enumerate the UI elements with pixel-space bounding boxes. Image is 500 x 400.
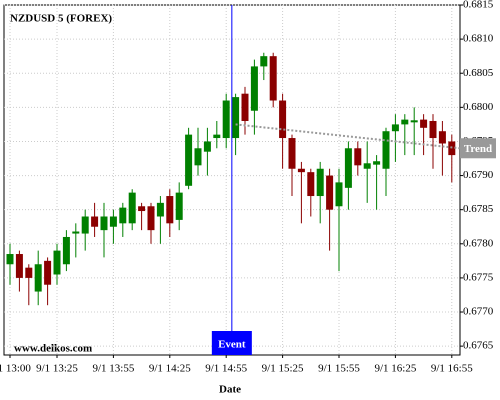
y-tick-label: 0.6765 <box>463 340 494 352</box>
candle-body <box>297 168 305 173</box>
x-tick-label: 9/1 16:55 <box>431 363 473 375</box>
candle-body <box>100 216 108 231</box>
candle-body <box>429 120 437 139</box>
candle-body <box>241 93 249 121</box>
candle-body <box>109 216 117 227</box>
candle-body <box>15 254 23 278</box>
candle-body <box>344 148 352 188</box>
candle-body <box>410 120 418 123</box>
watermark: www.delkos.com <box>14 343 92 355</box>
candle-body <box>382 131 390 169</box>
candle-body <box>72 231 80 234</box>
candle-body <box>222 100 230 139</box>
candle-body <box>203 141 211 152</box>
event-label: Event <box>218 339 246 351</box>
candle-body <box>354 148 362 166</box>
x-tick-label: 9/1 13:25 <box>36 363 78 375</box>
candle-body <box>34 264 42 292</box>
chart-title: NZDUSD 5 (FOREX) <box>10 13 112 25</box>
candle-body <box>175 192 183 220</box>
candle-body <box>156 202 164 217</box>
x-tick-label: 9/1 16:25 <box>374 363 416 375</box>
candle-body <box>363 163 371 169</box>
candle-body <box>288 138 296 169</box>
candle-body <box>269 56 277 101</box>
x-tick-label: 9/1 14:25 <box>149 363 191 375</box>
candle-body <box>401 119 409 125</box>
x-tick-label: 9/1 13:00 <box>0 363 31 375</box>
candle-body <box>53 250 61 275</box>
trend-line <box>235 123 461 150</box>
candle-body <box>6 254 14 265</box>
candle-body <box>25 267 33 278</box>
y-tick-label: 0.6775 <box>463 271 494 283</box>
y-tick-label: 0.6770 <box>463 306 494 318</box>
y-tick-label: 0.6805 <box>463 67 494 79</box>
candle-body <box>391 124 399 132</box>
candle-body <box>279 100 287 139</box>
candle-body <box>326 175 334 210</box>
x-axis-label: Date <box>219 384 241 396</box>
candle-body <box>44 260 52 285</box>
x-tick-label: 9/1 15:25 <box>262 363 304 375</box>
candle-body <box>91 216 99 227</box>
x-tick-label: 9/1 14:55 <box>205 363 247 375</box>
candle-body <box>420 119 428 128</box>
trend-label: Trend <box>464 143 492 155</box>
candle-body <box>307 172 315 197</box>
candle-body <box>194 148 202 166</box>
y-tick-label: 0.6815 <box>463 0 494 11</box>
candle-body <box>438 131 446 144</box>
candle-body <box>260 56 268 67</box>
candle-body <box>138 206 146 212</box>
y-tick-label: 0.6790 <box>463 169 494 181</box>
candle-body <box>335 182 343 207</box>
event-box <box>211 331 252 355</box>
x-tick-label: 9/1 13:55 <box>92 363 134 375</box>
candle-body <box>166 196 174 224</box>
y-tick-label: 0.6800 <box>463 101 494 113</box>
y-tick-label: 0.6785 <box>463 203 494 215</box>
candle-body <box>62 236 70 265</box>
candle-body <box>373 161 381 165</box>
candle-body <box>232 97 240 139</box>
candle-body <box>119 207 127 224</box>
candle-body <box>81 216 89 234</box>
candle-body <box>316 168 324 197</box>
candle-body <box>147 206 155 231</box>
candle-body <box>185 134 193 186</box>
y-tick-label: 0.6810 <box>463 33 494 45</box>
candle-body <box>213 134 221 139</box>
candle-body <box>128 192 136 224</box>
candle-body <box>250 66 258 111</box>
y-tick-label: 0.6780 <box>463 237 494 249</box>
trend-label-box <box>460 138 496 159</box>
x-tick-label: 9/1 15:55 <box>318 363 360 375</box>
